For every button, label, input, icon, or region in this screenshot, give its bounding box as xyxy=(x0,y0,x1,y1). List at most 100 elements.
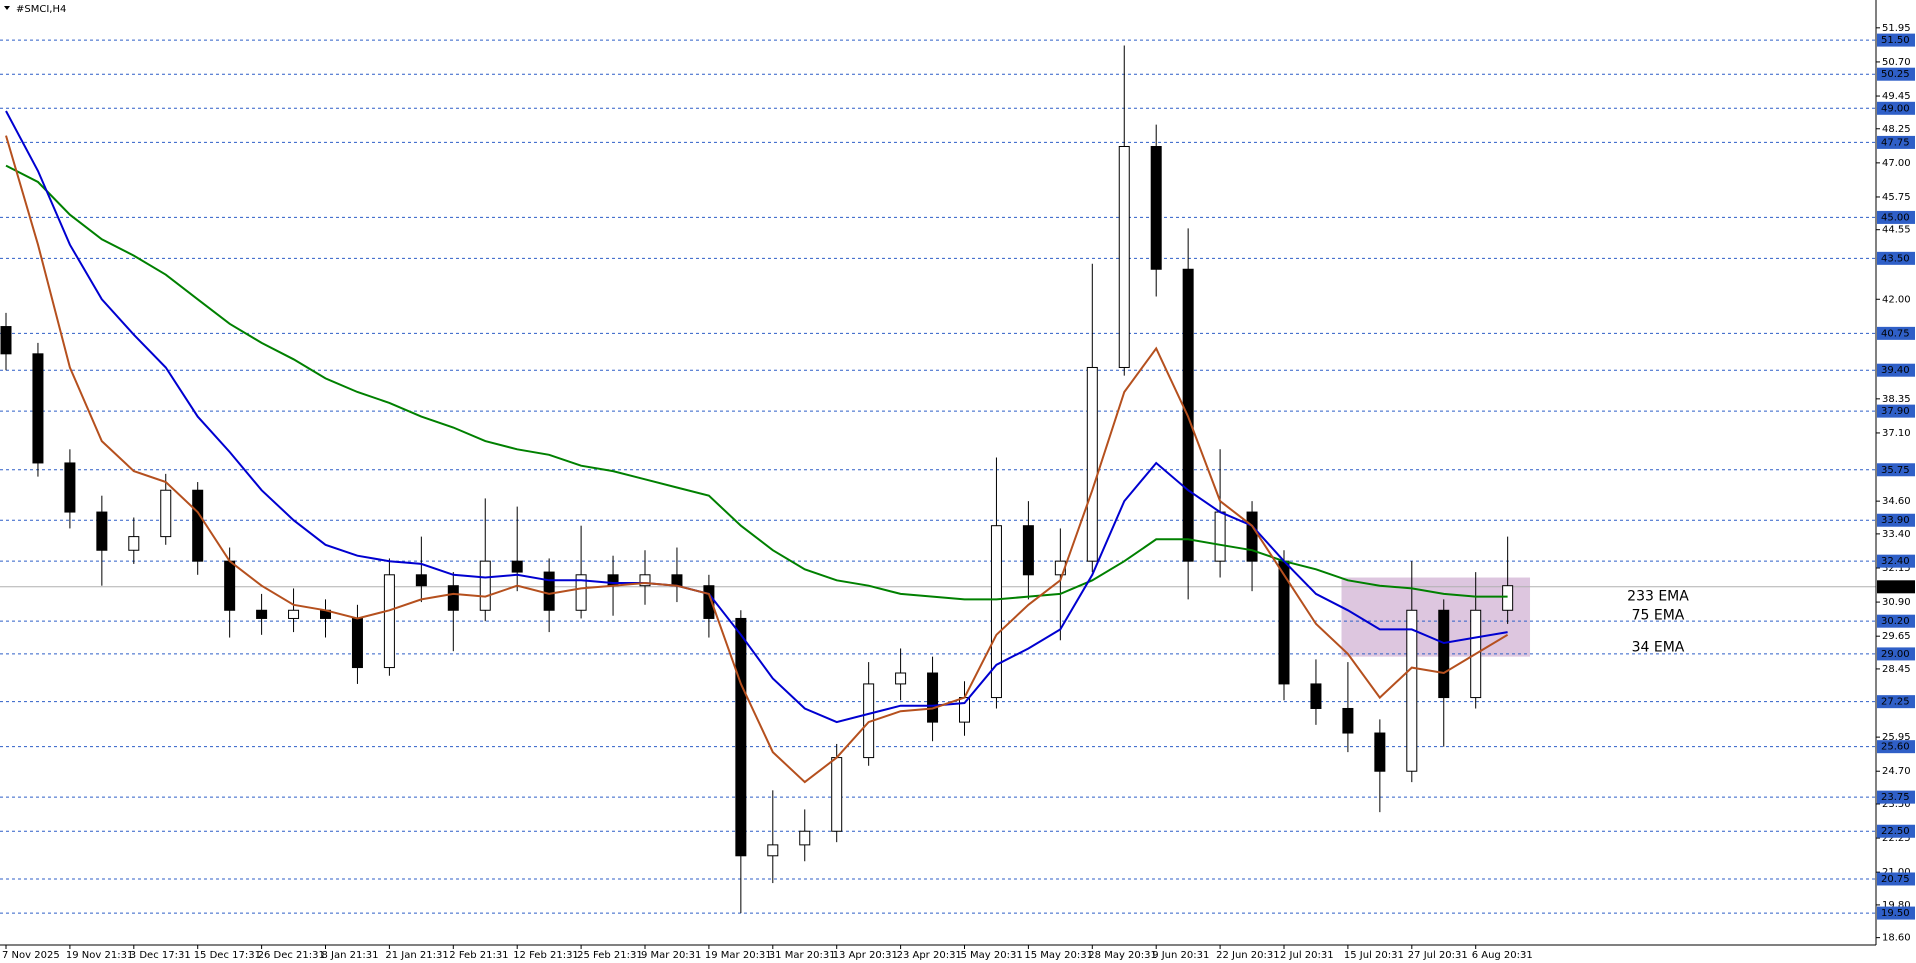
level-label-box xyxy=(1877,513,1915,527)
y-tick-label: 22.25 xyxy=(1882,833,1911,844)
x-tick-label: 9 Jun 20:31 xyxy=(1152,950,1209,961)
level-label-box xyxy=(1877,404,1915,418)
candle-body xyxy=(735,617,747,857)
ema-label: 75 EMA xyxy=(1632,608,1685,624)
candle-body xyxy=(288,609,300,619)
candle-body xyxy=(990,525,1002,699)
y-tick-label: 50.70 xyxy=(1882,57,1911,68)
candle-body xyxy=(351,617,363,669)
candle-body xyxy=(767,844,779,857)
level-label-box xyxy=(1877,251,1915,265)
level-label: 23.75 xyxy=(1881,792,1910,803)
candle-body xyxy=(1502,585,1514,611)
menu-arrow[interactable] xyxy=(4,6,10,10)
level-label: 43.50 xyxy=(1881,253,1910,264)
candle-body xyxy=(1374,732,1386,772)
x-tick-label: 31 Mar 20:31 xyxy=(769,950,836,961)
candle-body xyxy=(1342,707,1354,734)
candle-body xyxy=(1022,525,1034,576)
candle-body xyxy=(479,560,491,611)
level-label: 25.60 xyxy=(1881,742,1910,753)
candle-body xyxy=(1214,511,1226,562)
y-tick-label: 48.25 xyxy=(1882,124,1911,135)
candle-body xyxy=(575,574,587,611)
level-label: 29.00 xyxy=(1881,649,1910,660)
x-tick-label: 2 Jul 20:31 xyxy=(1280,950,1334,961)
candle-body xyxy=(447,585,459,611)
level-label-box xyxy=(1877,647,1915,661)
current-price-label: 31.46 xyxy=(1881,582,1910,593)
level-label-box xyxy=(1877,824,1915,838)
candle-body xyxy=(1086,366,1098,562)
x-tick-label: 21 Jan 21:31 xyxy=(385,950,448,961)
level-label: 27.25 xyxy=(1881,697,1910,708)
x-tick-label: 12 Feb 21:31 xyxy=(513,950,579,961)
y-tick-label: 47.00 xyxy=(1882,158,1911,169)
level-label: 35.75 xyxy=(1881,465,1910,476)
candle-body xyxy=(96,511,108,551)
candle-body xyxy=(256,609,268,619)
level-label: 40.75 xyxy=(1881,328,1910,339)
level-label-box xyxy=(1877,740,1915,754)
level-label-box xyxy=(1877,463,1915,477)
candle-body xyxy=(1406,609,1418,772)
candle-body xyxy=(1246,511,1258,562)
x-tick-label: 8 Jan 21:31 xyxy=(322,950,379,961)
y-tick-label: 42.00 xyxy=(1882,294,1911,305)
level-label: 49.00 xyxy=(1881,103,1910,114)
y-tick-label: 33.40 xyxy=(1882,529,1911,540)
level-label-box xyxy=(1877,790,1915,804)
y-tick-label: 18.60 xyxy=(1882,933,1911,944)
level-label-box xyxy=(1877,326,1915,340)
candle-body xyxy=(703,585,715,619)
candle-body xyxy=(415,574,427,587)
level-label: 19.50 xyxy=(1881,908,1910,919)
level-label: 47.75 xyxy=(1881,137,1910,148)
level-label: 20.75 xyxy=(1881,874,1910,885)
candle-body xyxy=(511,560,523,573)
candle-body xyxy=(224,560,236,611)
x-tick-label: 15 Dec 17:31 xyxy=(194,950,261,961)
ema-label: 233 EMA xyxy=(1627,589,1689,605)
candle-body xyxy=(831,757,843,832)
x-tick-label: 22 Jun 20:31 xyxy=(1216,950,1280,961)
candle-body xyxy=(160,489,172,538)
candle-body xyxy=(64,462,76,513)
y-tick-label: 24.70 xyxy=(1882,766,1911,777)
y-tick-label: 38.35 xyxy=(1882,394,1911,405)
level-label: 45.00 xyxy=(1881,212,1910,223)
x-tick-label: 5 May 20:31 xyxy=(961,950,1023,961)
ema-line xyxy=(5,164,1508,601)
current-price-box xyxy=(1877,580,1915,594)
candle-body xyxy=(543,571,555,611)
y-tick-label: 32.15 xyxy=(1882,563,1911,574)
x-tick-label: 13 Apr 20:31 xyxy=(833,950,898,961)
x-tick-label: 2 Feb 21:31 xyxy=(449,950,508,961)
y-tick-label: 23.50 xyxy=(1882,799,1911,810)
level-label-box xyxy=(1877,135,1915,149)
x-tick-label: 19 Nov 21:31 xyxy=(66,950,133,961)
level-label: 51.50 xyxy=(1881,35,1910,46)
candle-body xyxy=(895,672,907,685)
y-tick-label: 34.60 xyxy=(1882,496,1911,507)
candle-body xyxy=(1438,609,1450,699)
candle-body xyxy=(607,574,619,587)
x-tick-label: 15 May 20:31 xyxy=(1024,950,1093,961)
y-tick-label: 29.65 xyxy=(1882,631,1911,642)
y-tick-label: 45.75 xyxy=(1882,192,1911,203)
candle-body xyxy=(959,697,970,723)
y-tick-label: 44.55 xyxy=(1882,225,1911,236)
x-tick-label: 15 Jul 20:31 xyxy=(1344,950,1404,961)
level-label: 32.40 xyxy=(1881,556,1910,567)
candle-body xyxy=(0,326,12,355)
y-tick-label: 25.95 xyxy=(1882,732,1911,743)
level-label: 50.25 xyxy=(1881,69,1910,80)
level-label-box xyxy=(1877,101,1915,115)
candle-body xyxy=(192,489,204,562)
x-tick-label: 23 Apr 20:31 xyxy=(897,950,962,961)
y-tick-label: 28.45 xyxy=(1882,664,1911,675)
level-label-box xyxy=(1877,906,1915,920)
ema-line xyxy=(5,110,1508,724)
